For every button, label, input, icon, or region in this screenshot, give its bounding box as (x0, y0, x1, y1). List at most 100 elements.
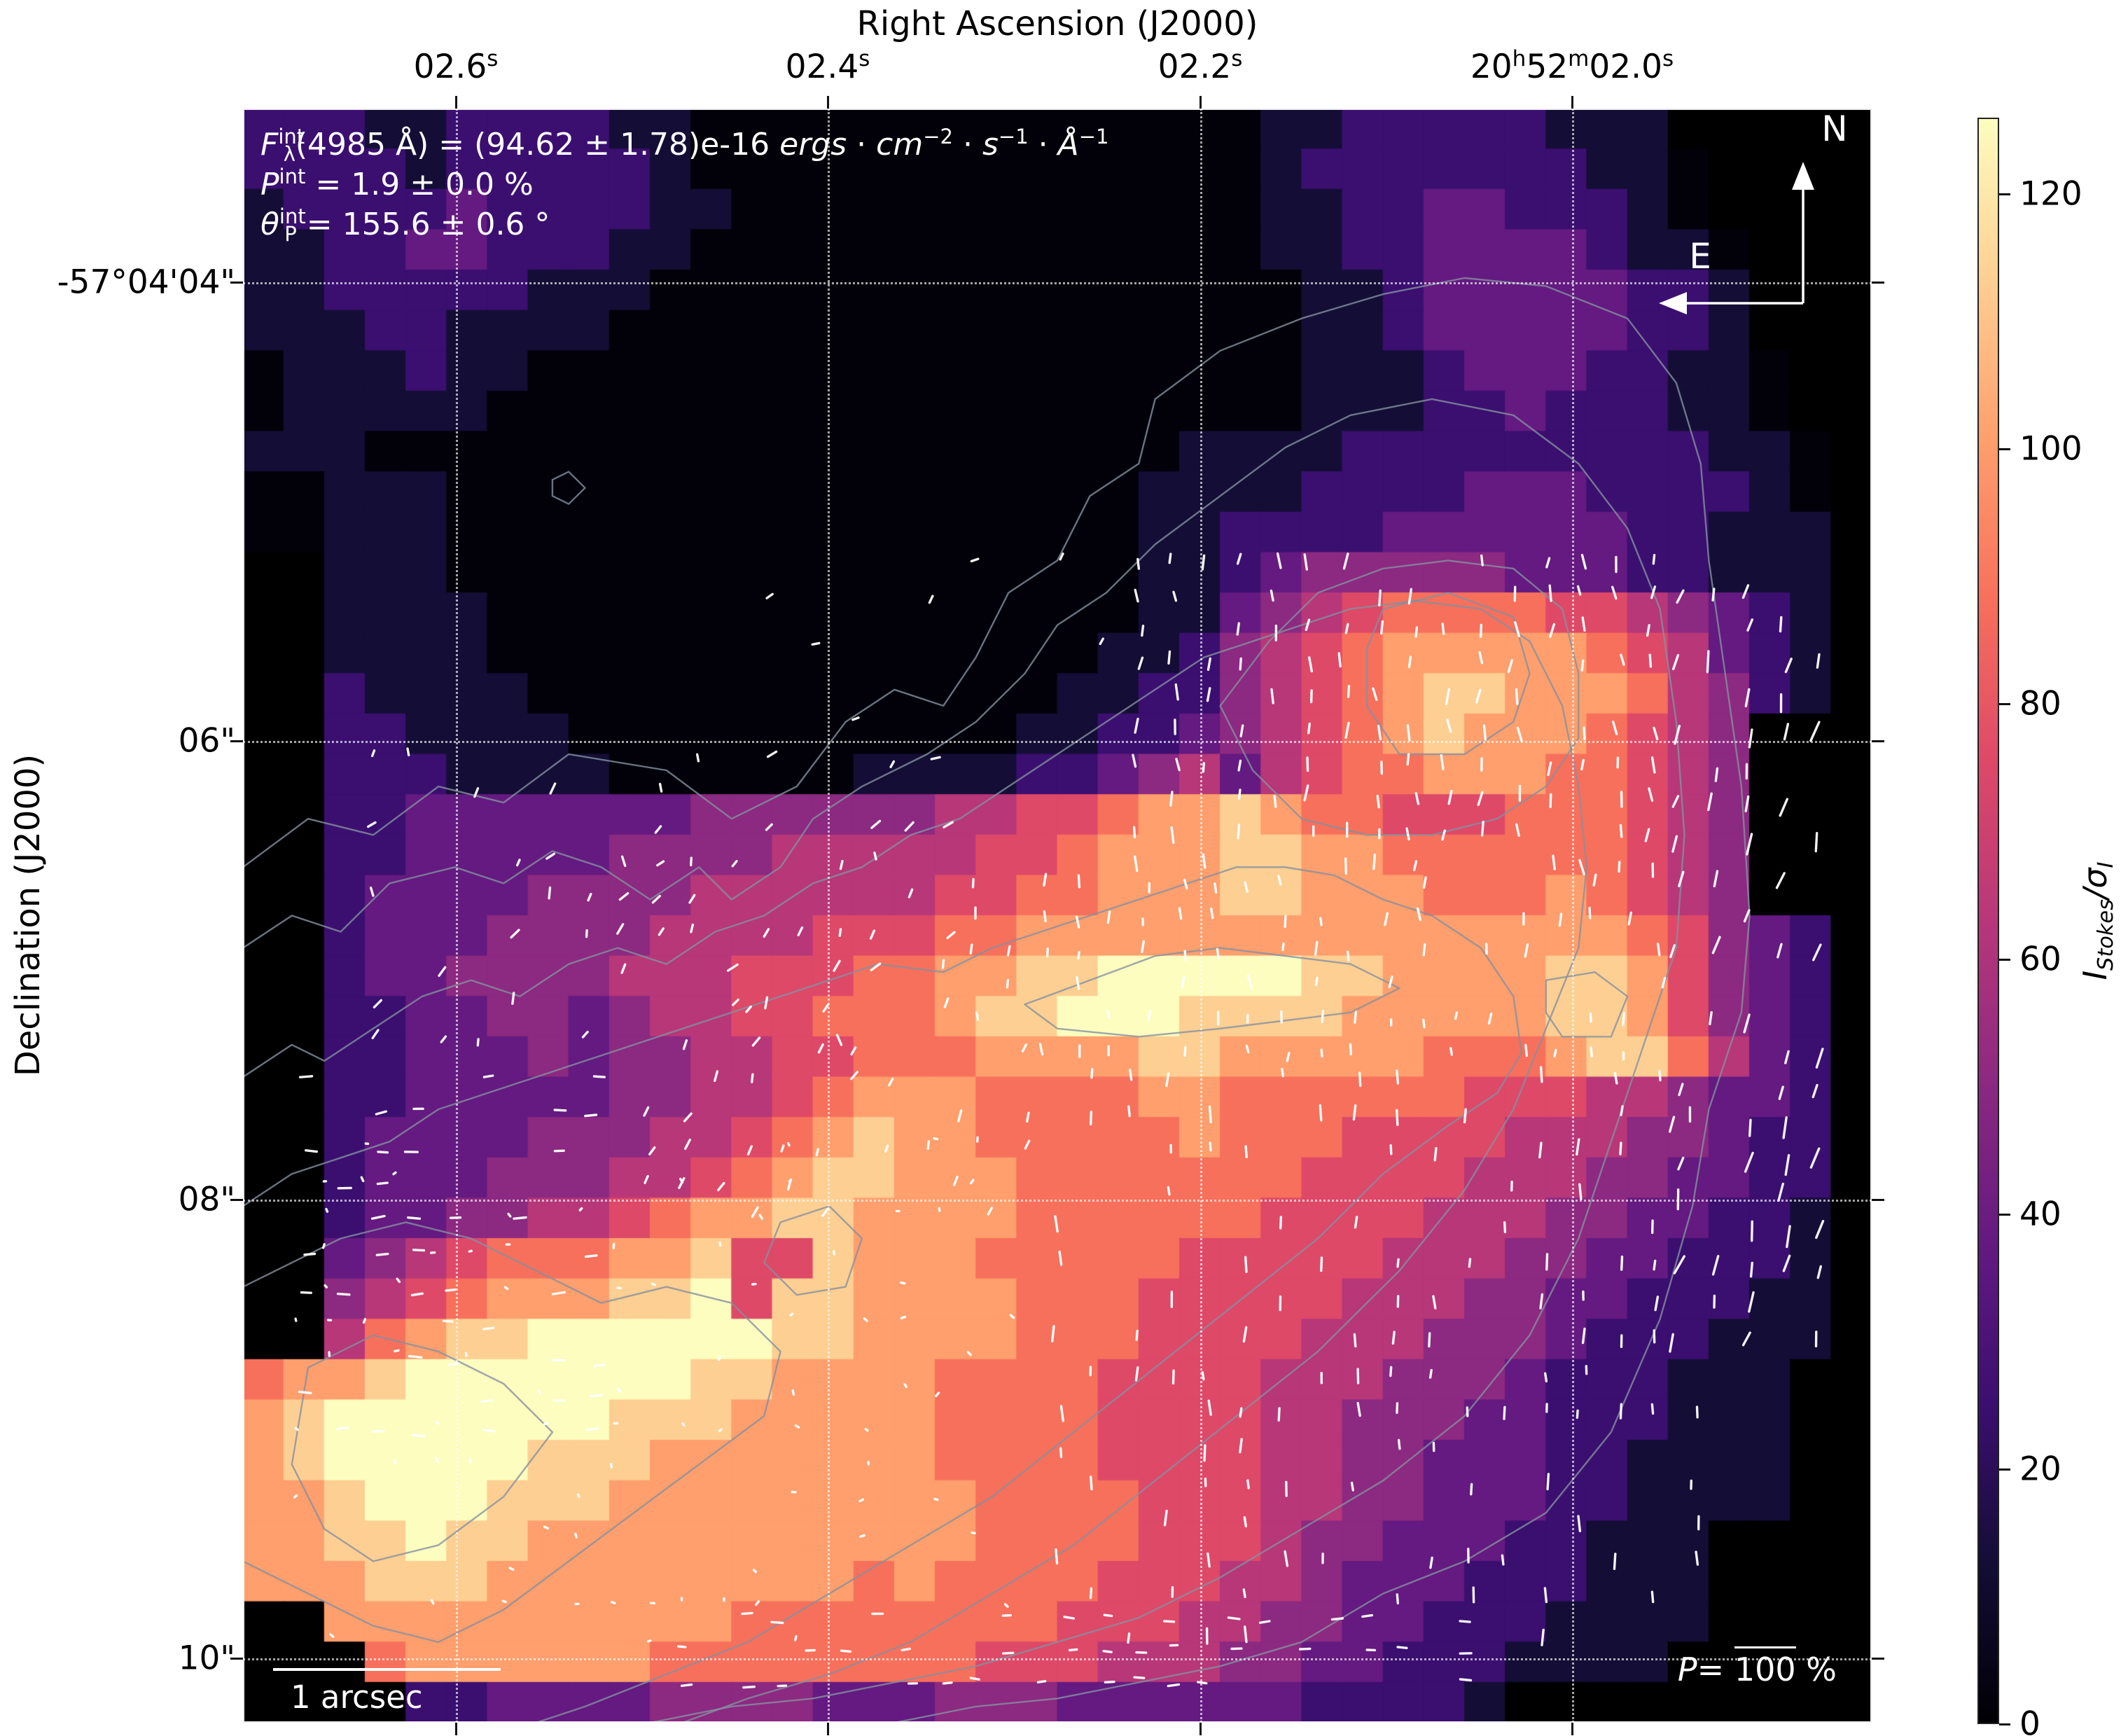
polarization-vector (1236, 553, 1242, 565)
polarization-vector (1541, 1628, 1545, 1646)
polarization-vector (1284, 1550, 1289, 1567)
polarization-vector (1441, 623, 1445, 635)
polarization-vector (957, 1109, 963, 1123)
polarization-vector (1676, 589, 1685, 604)
polarization-vector (1239, 1438, 1243, 1454)
polarization-vector (821, 1207, 830, 1217)
polarization-vector (1133, 855, 1139, 873)
polarization-vector (780, 1144, 785, 1153)
polarization-vector (656, 860, 665, 867)
polarization-vector (1243, 1625, 1248, 1644)
polarization-vector (1786, 1225, 1791, 1249)
polarization-vector (1137, 656, 1144, 670)
polarization-vector (1545, 557, 1551, 569)
polarization-vector (751, 1036, 761, 1047)
polarization-vector (551, 1359, 566, 1362)
polarization-vector (1141, 625, 1145, 637)
polarization-vector (1619, 1141, 1622, 1155)
polarization-vector (851, 716, 860, 721)
polarization-vector (643, 1106, 650, 1117)
polarization-vector (654, 825, 662, 834)
colorbar-tick-label-2: 40 (2019, 1195, 2061, 1234)
polarization-vector (1354, 1011, 1358, 1024)
polarization-vector (1303, 784, 1309, 802)
polarization-vector (321, 1243, 326, 1249)
polarization-vector (764, 996, 769, 1010)
polarization-vector (1284, 915, 1287, 929)
polarization-vector (731, 859, 738, 868)
polarization-vector (1748, 1291, 1755, 1313)
polarization-vector (1470, 1482, 1473, 1496)
polarization-vector (609, 1462, 613, 1468)
colorbar-tick-label-3: 60 (2019, 940, 2061, 979)
y-tick-right-1 (1872, 739, 1884, 742)
polarization-vector (329, 1633, 335, 1639)
polarization-vector (787, 1141, 791, 1147)
polarization-vector (850, 1046, 857, 1056)
contours-and-vectors-overlay (243, 277, 1825, 1723)
y-tick-left-2 (230, 1198, 243, 1201)
polarization-vector (1515, 823, 1520, 838)
polarization-vector (1319, 1104, 1323, 1122)
polarization-vector (1429, 1556, 1433, 1569)
polarization-vector (746, 1145, 753, 1156)
polarization-vector (1165, 1072, 1170, 1088)
polarization-vector (696, 753, 700, 763)
polarization-vector (1202, 853, 1206, 869)
polarization-vector (1106, 910, 1111, 924)
gridline-vertical-2 (1200, 109, 1202, 1723)
polarization-vector (1695, 1405, 1699, 1419)
polarization-vector (1009, 1314, 1015, 1319)
polarization-vector (765, 592, 774, 599)
polarization-vector (971, 1531, 976, 1535)
polarization-vector (1653, 1259, 1657, 1271)
polarization-vector (1320, 1048, 1323, 1058)
polarization-vector (1459, 1620, 1471, 1623)
polarization-vector (755, 1600, 760, 1606)
polarization-vector (1141, 940, 1146, 954)
polarization-vector (1059, 1405, 1065, 1422)
polarization-vector (1547, 761, 1552, 777)
colorbar-tick-1 (1999, 1468, 2010, 1471)
polarization-vector (1344, 857, 1348, 875)
polarization-vector (903, 1382, 907, 1389)
polarization-vector (1167, 1683, 1181, 1688)
polarization-vector (651, 1282, 656, 1286)
polarization-vector (1576, 585, 1582, 596)
polarization-vector (551, 1291, 566, 1296)
polarization-vector (303, 1252, 317, 1256)
polarization-vector (293, 1494, 298, 1499)
polarization-vector (362, 1318, 367, 1324)
polarization-vector (1054, 1215, 1059, 1233)
polarization-vector (1353, 1333, 1357, 1348)
polarization-vector (1619, 1403, 1623, 1419)
polarization-vector (1077, 874, 1081, 889)
x-tick-bottom-1 (827, 1723, 830, 1735)
polarization-vector (1414, 626, 1419, 638)
polarization-vector (1306, 756, 1309, 772)
polarization-vector (1396, 1646, 1408, 1650)
polarization-vector (1652, 554, 1656, 565)
x-tick-bottom-2 (1199, 1723, 1202, 1735)
polarization-vector (584, 1254, 598, 1258)
polarization-vector (1396, 1069, 1400, 1085)
polarization-vector (835, 1034, 843, 1046)
polarization-vector (1280, 1010, 1284, 1024)
polarization-vector (510, 929, 520, 939)
polarization-vector (1330, 1617, 1344, 1621)
polarization-vector (616, 923, 625, 935)
polarization-vector (1619, 824, 1623, 838)
polarization-vector (585, 1426, 599, 1431)
polarization-vector (1006, 978, 1010, 989)
polarization-vector (543, 1525, 550, 1530)
polarization-vector (1777, 1182, 1785, 1202)
polarization-vector (822, 1003, 830, 1013)
polarization-vector (1661, 976, 1667, 989)
polarization-vector (789, 1312, 794, 1317)
polarization-vector (839, 859, 844, 870)
scalebar-line (273, 1668, 501, 1671)
polarization-vector (1714, 767, 1719, 782)
polarization-vector (969, 1179, 975, 1185)
colorbar-tick-label-0: 0 (2019, 1704, 2040, 1736)
polarization-vector (1815, 1048, 1824, 1069)
